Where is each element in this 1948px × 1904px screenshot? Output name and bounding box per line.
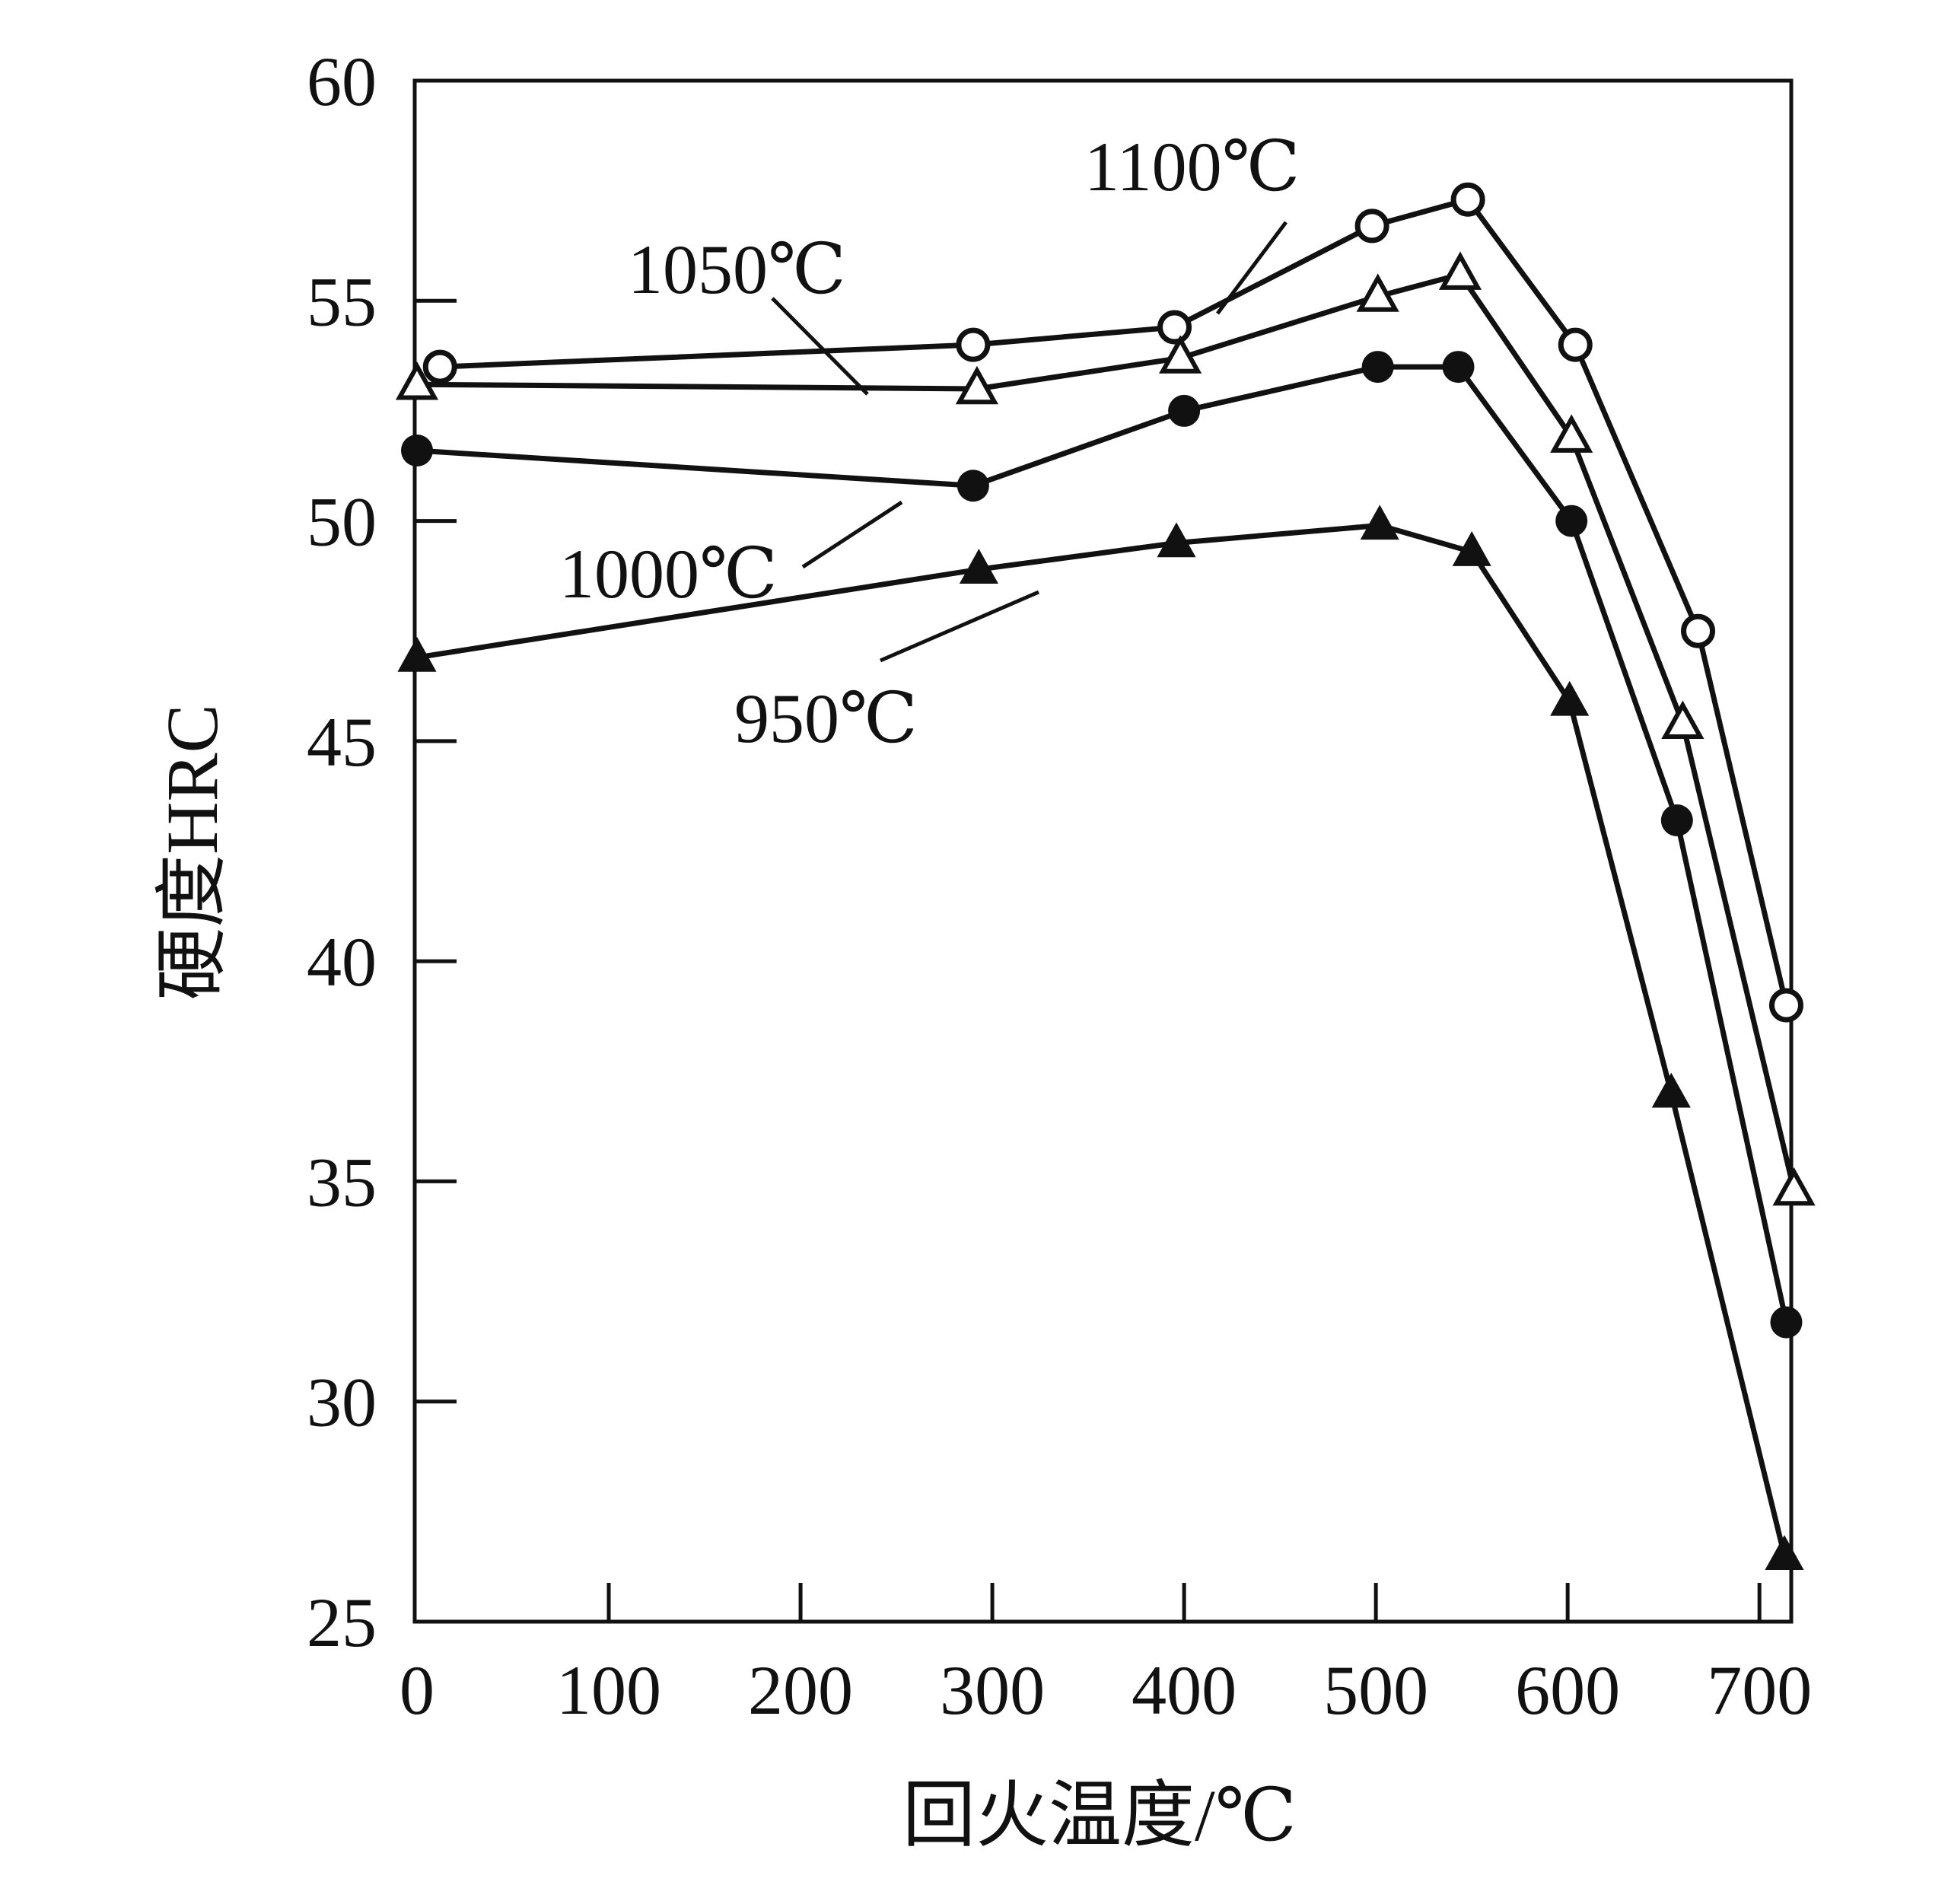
series-3-point [1651,1072,1691,1108]
series-line-0 [440,196,1789,1006]
series-1-point [1356,273,1399,312]
series-1-point [395,361,439,400]
series-3-point [1360,505,1399,540]
series-label-950-text: 950℃ [734,680,918,757]
series-line-2 [416,364,1789,1323]
x-axis-label: 回火温度/℃ [902,1775,1297,1856]
y-tick-label: 30 [307,1364,377,1441]
series-0-point [1157,310,1192,345]
y-tick-label: 35 [307,1143,377,1221]
plot-frame [412,78,1794,1624]
series-2-point [1660,804,1693,836]
series-1-point [955,365,999,405]
series-label-950: 950℃ [734,590,1039,757]
x-tick-label: 300 [940,1651,1045,1729]
series-2-point [1361,351,1394,384]
x-tick-label: 200 [748,1651,853,1729]
series-2-point [1770,1306,1803,1339]
series-0-point [956,327,991,362]
series-label-1000: 1000℃ [559,500,903,613]
x-tick-label: 600 [1515,1651,1620,1729]
y-tick-label: 40 [307,923,377,1001]
series-markers [395,182,1816,1570]
x-tick-label: 400 [1132,1651,1237,1729]
x-axis-ticks: 0 100 200 300 400 500 600 700 [399,1583,1812,1729]
series-0-point [1354,209,1389,244]
series-lines [416,196,1797,1557]
series-1-point [1661,700,1704,739]
series-0-point [1768,988,1803,1023]
y-tick-label: 55 [307,263,377,340]
series-0-point [1681,613,1716,648]
series-label-1050-text: 1050℃ [628,231,846,308]
x-tick-label: 0 [399,1651,434,1729]
y-tick-label: 50 [307,483,377,561]
series-3-point [1452,531,1491,566]
series-label-950-leader [880,590,1039,663]
series-2-point [1555,505,1588,537]
series-label-1050-leader [771,297,869,396]
series-3-point [397,636,437,672]
series-label-1000-leader [801,500,903,569]
series-1-point [1158,335,1202,374]
series-label-1000-text: 1000℃ [559,535,778,613]
x-tick-label: 100 [556,1651,661,1729]
y-axis-ticks: 25 30 35 40 45 50 55 60 [307,43,457,1661]
series-0-point [1558,327,1593,362]
series-2-point [956,470,989,502]
series-2-point [1442,351,1475,384]
series-line-1 [416,272,1797,1191]
series-label-1100: 1100℃ [1084,128,1300,315]
y-tick-label: 25 [307,1584,377,1661]
series-line-3 [416,522,1787,1557]
series-2-point [401,435,433,466]
series-3-point [959,549,998,584]
series-label-1100-leader [1216,221,1288,315]
series-3-point [1765,1535,1804,1570]
y-axis-label: 硬度HRC [151,704,233,1000]
x-tick-label: 700 [1707,1651,1812,1729]
series-label-1050: 1050℃ [628,231,869,396]
series-label-1100-text: 1100℃ [1084,128,1300,205]
y-tick-label: 45 [307,703,377,781]
series-3-point [1550,680,1590,716]
series-1-point [1438,251,1482,290]
x-tick-label: 500 [1323,1651,1428,1729]
y-tick-label: 60 [307,43,377,120]
series-1-point [1772,1167,1816,1206]
series-3-point [1157,522,1196,558]
series-0-point [422,349,457,384]
series-0-point [1450,182,1485,217]
series-1-point [1550,414,1593,453]
series-2-point [1168,394,1201,427]
